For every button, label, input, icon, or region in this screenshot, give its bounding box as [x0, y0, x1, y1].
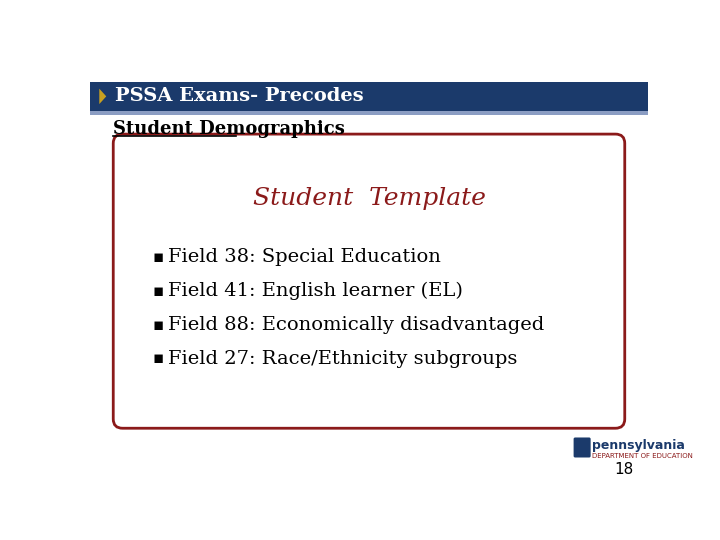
Text: ▪: ▪ [152, 350, 163, 367]
Text: Field 88: Economically disadvantaged: Field 88: Economically disadvantaged [168, 316, 544, 334]
Text: Field 27: Race/Ethnicity subgroups: Field 27: Race/Ethnicity subgroups [168, 350, 517, 368]
Text: ▪: ▪ [152, 282, 163, 300]
Text: PSSA Exams- Precodes: PSSA Exams- Precodes [114, 87, 364, 105]
Text: ▪: ▪ [152, 316, 163, 334]
Polygon shape [99, 89, 107, 104]
FancyBboxPatch shape [113, 134, 625, 428]
FancyBboxPatch shape [90, 111, 648, 115]
FancyBboxPatch shape [90, 82, 648, 111]
Text: Field 41: English learner (EL): Field 41: English learner (EL) [168, 282, 462, 300]
Text: DEPARTMENT OF EDUCATION: DEPARTMENT OF EDUCATION [593, 453, 693, 459]
Text: 18: 18 [615, 462, 634, 477]
FancyBboxPatch shape [574, 437, 590, 457]
Text: Student  Template: Student Template [253, 187, 485, 210]
Text: pennsylvania: pennsylvania [593, 440, 685, 453]
Text: ▪: ▪ [152, 249, 163, 266]
Text: Field 38: Special Education: Field 38: Special Education [168, 248, 441, 266]
Text: Student Demographics: Student Demographics [113, 120, 345, 138]
